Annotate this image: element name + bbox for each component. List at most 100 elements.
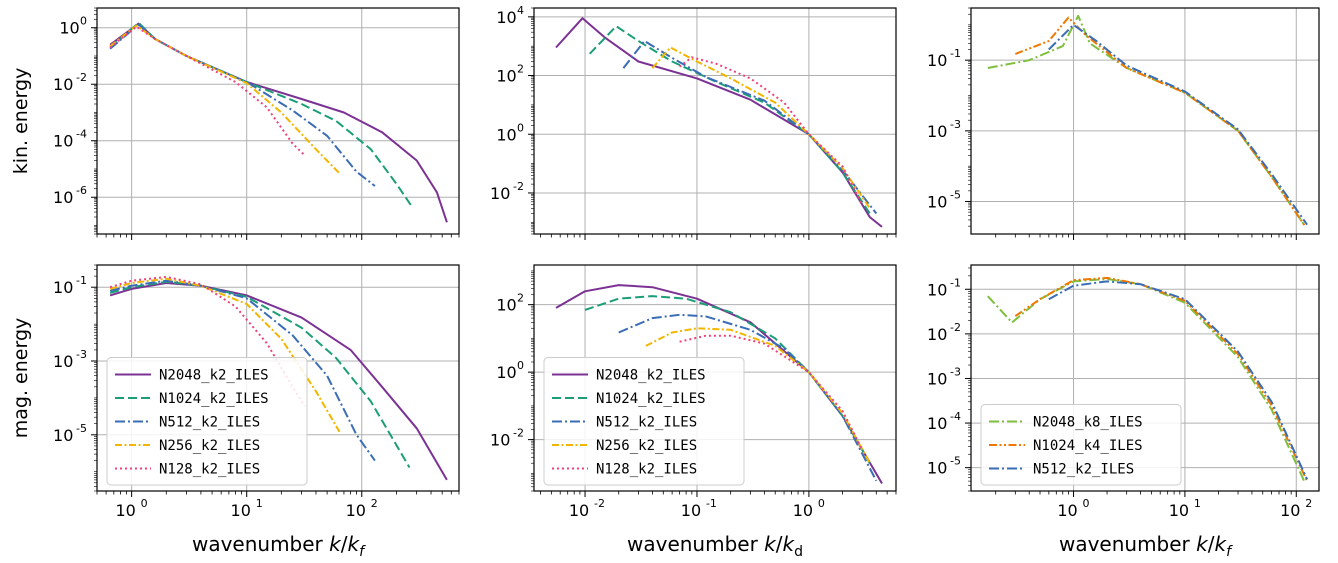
x-tick-exponent: 0 [141,497,148,510]
y-tick-label: 10 [496,67,516,86]
y-tick-exponent: 0 [517,121,524,134]
y-tick-exponent: 4 [517,4,524,17]
panel-bottom-right: 10 0 10 1 10 2-110-210-310-410-510wavenumber … [927,264,1320,560]
x-tick-exponent: 0 [1083,497,1090,510]
y-tick-exponent: -2 [76,71,87,84]
x-axis-label: wavenumber k/kf [192,532,366,560]
legend-box [106,357,308,486]
y-tick-exponent: -1 [950,276,961,289]
series-line-N256_k2_ILES [109,277,341,433]
y-tick-label: 10 [53,132,73,151]
series-line-N2048_k2_ILES [555,17,883,228]
series-line-N128_k2_ILES [678,56,864,206]
panel-top-right: -110-310-510 [927,7,1320,240]
x-tick-label: 10 [115,501,135,520]
axes-frame [96,7,460,235]
legend-label-N1024_k2_ILES: N1024_k2_ILES [596,391,706,407]
axes-frame [533,264,897,492]
series-line-N512_k2_ILES [1048,23,1308,226]
series-line-N1024_k2_ILES [584,295,871,464]
axes-frame [533,7,897,235]
y-tick-exponent: -2 [513,427,524,440]
y-tick-label: 10 [496,363,516,382]
legend: N2048_k2_ILES N1024_k2_ILES N512_k2_ILES N2… [543,357,745,486]
x-tick-label: 10 [346,501,366,520]
series-line-N1024_k4_ILES [1014,276,1309,482]
series-line-N512_k2_ILES [622,40,878,215]
y-tick-exponent: -4 [76,128,87,141]
y-tick-label: 10 [53,188,73,207]
x-tick-label: 10 [793,501,813,520]
legend-label-N2048_k8_ILES: N2048_k8_ILES [1033,415,1143,431]
series-line-N128_k2_ILES [679,334,864,451]
legend-label-N2048_k2_ILES: N2048_k2_ILES [159,368,269,384]
y-tick-exponent: -6 [76,184,87,197]
y-tick-label: 10 [927,122,947,141]
y-tick-label: 10 [496,8,516,27]
x-tick-exponent: -2 [594,497,605,510]
legend-label-N256_k2_ILES: N256_k2_ILES [596,438,697,454]
legend-label-N128_k2_ILES: N128_k2_ILES [596,462,697,478]
y-tick-exponent: -5 [76,422,87,435]
y-tick-exponent: -1 [950,47,961,60]
x-tick-label: 10 [1057,501,1077,520]
y-tick-label: 10 [53,352,73,371]
legend: N2048_k8_ILES N1024_k4_ILES N512_k2_ILES [980,404,1182,486]
y-tick-exponent: 2 [517,292,524,305]
legend: N2048_k2_ILES N1024_k2_ILES N512_k2_ILES N2… [106,357,308,486]
legend-label-N512_k2_ILES: N512_k2_ILES [596,415,697,431]
y-tick-exponent: -5 [950,188,961,201]
x-tick-label: 10 [681,501,701,520]
legend-label-N512_k2_ILES: N512_k2_ILES [1033,462,1134,478]
series-line-N1024_k2_ILES [588,25,871,215]
y-tick-label: 10 [927,51,947,70]
y-tick-exponent: -3 [950,365,961,378]
y-tick-exponent: -3 [950,118,961,131]
series-line-N1024_k4_ILES [1014,16,1306,227]
y-tick-label: 10 [927,325,947,344]
legend-box [543,357,745,486]
x-axis-label: wavenumber k/kf [1059,532,1233,560]
y-tick-label: 10 [927,414,947,433]
legend-label-N128_k2_ILES: N128_k2_ILES [159,462,260,478]
legend-label-N256_k2_ILES: N256_k2_ILES [159,438,260,454]
legend-label-N1024_k2_ILES: N1024_k2_ILES [159,391,269,407]
series-line-N256_k2_ILES [651,46,871,209]
x-tick-exponent: 0 [818,497,825,510]
y-tick-exponent: -3 [76,348,87,361]
y-tick-exponent: -2 [950,321,961,334]
y-tick-label: 10 [496,125,516,144]
x-tick-exponent: -1 [706,497,717,510]
legend-label-N512_k2_ILES: N512_k2_ILES [159,415,260,431]
axes-frame [96,264,460,492]
y-tick-label: 10 [59,19,79,38]
y-tick-label: 10 [927,192,947,211]
y-tick-exponent: 0 [80,15,87,28]
series-line-N2048_k2_ILES [109,282,448,481]
y-tick-label: 10 [53,278,73,297]
series-line-N1024_k2_ILES [109,280,411,469]
y-tick-label: 10 [927,280,947,299]
y-tick-exponent: 0 [517,359,524,372]
legend-label-N2048_k2_ILES: N2048_k2_ILES [596,368,706,384]
legend-label-N1024_k4_ILES: N1024_k4_ILES [1033,438,1143,454]
series-line-N256_k2_ILES [645,327,871,464]
y-tick-exponent: -2 [513,180,524,193]
series-line-N512_k2_ILES [109,23,376,187]
axes-frame [970,7,1320,235]
x-tick-exponent: 1 [256,497,263,510]
x-axis-label: wavenumber k/kd [627,532,803,560]
legend-box [980,404,1182,486]
y-tick-label: 10 [927,369,947,388]
y-axis-label: kin. energy [10,68,32,175]
series-line-N2048_k8_ILES [987,14,1306,227]
y-axis-label: mag. energy [10,318,32,439]
y-tick-label: 10 [496,296,516,315]
x-tick-label: 10 [569,501,589,520]
x-tick-label: 10 [1280,501,1300,520]
